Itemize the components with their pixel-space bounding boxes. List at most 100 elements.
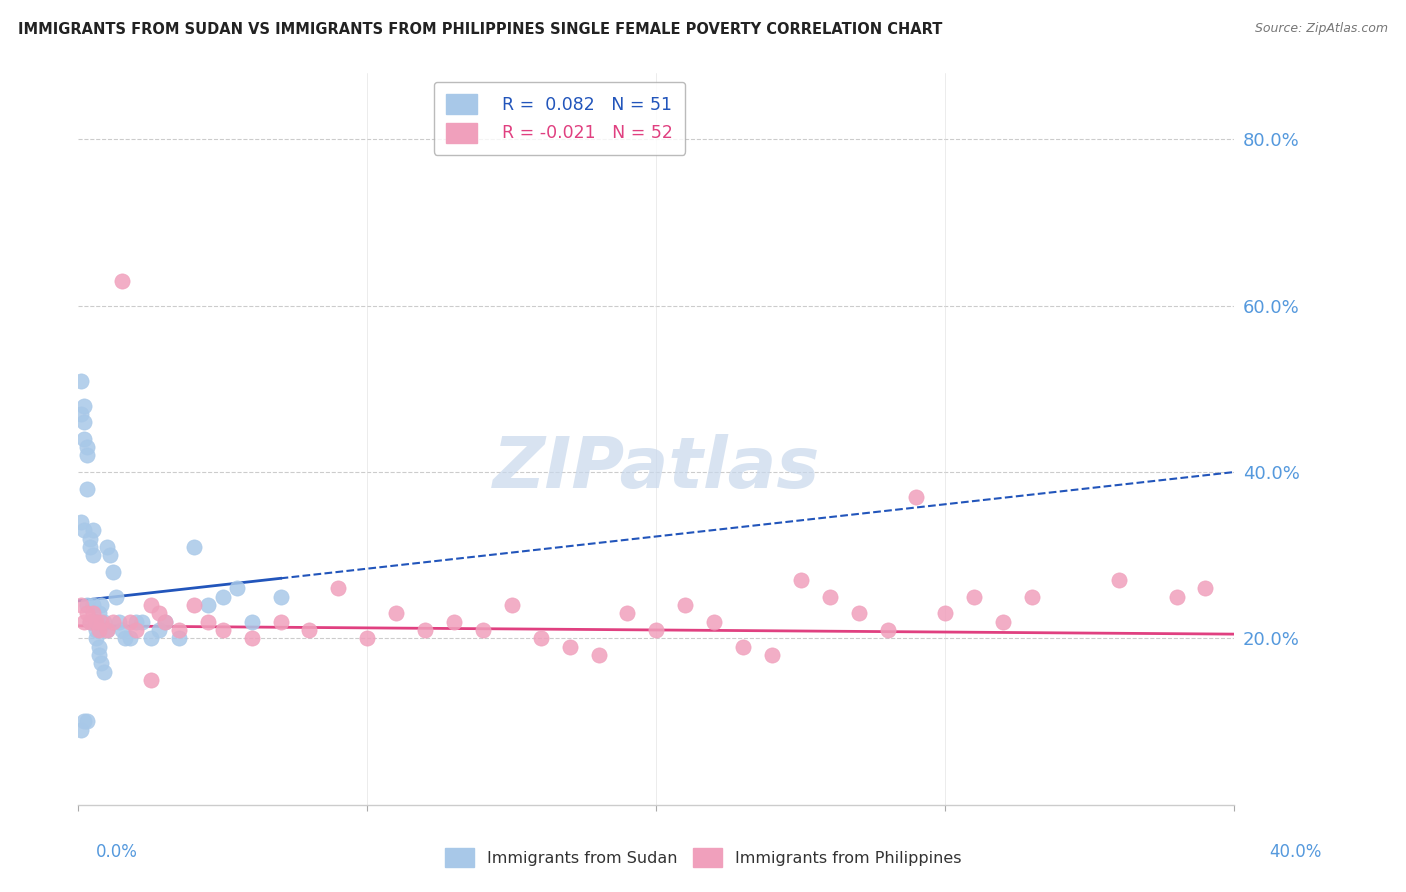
Point [169,632,191,646]
Point [73,432,96,446]
Point [114,632,136,646]
Point [93,615,115,629]
Point [79,540,101,554]
Point [139,632,162,646]
Point [616,607,638,621]
Point [79,615,101,629]
Point [934,607,956,621]
Point [790,573,813,587]
Point [84,615,107,629]
Point [183,598,205,612]
Point [96,623,118,637]
Text: ZIPatlas: ZIPatlas [492,434,820,502]
Point [79,532,101,546]
Point [169,623,191,637]
Point [84,632,107,646]
Point [731,640,754,654]
Point [76,440,98,454]
Point [76,449,98,463]
Text: 40.0%: 40.0% [1270,843,1322,861]
Point [963,590,986,604]
Point [120,615,142,629]
Point [82,523,104,537]
Point [104,590,127,604]
Point [443,615,465,629]
Text: IMMIGRANTS FROM SUDAN VS IMMIGRANTS FROM PHILIPPINES SINGLE FEMALE POVERTY CORRE: IMMIGRANTS FROM SUDAN VS IMMIGRANTS FROM… [18,22,942,37]
Point [197,598,219,612]
Point [79,615,101,629]
Point [70,723,93,737]
Point [82,607,104,621]
Point [70,374,93,388]
Point [530,632,553,646]
Point [1108,573,1130,587]
Point [90,615,112,629]
Point [848,607,870,621]
Point [101,615,124,629]
Point [270,615,292,629]
Point [328,582,350,596]
Point [991,615,1014,629]
Point [183,540,205,554]
Point [240,632,263,646]
Point [76,482,98,496]
Point [148,607,170,621]
Point [93,665,115,679]
Point [96,540,118,554]
Point [356,632,378,646]
Point [270,590,292,604]
Point [1021,590,1043,604]
Point [501,598,523,612]
Point [87,648,110,662]
Point [90,598,112,612]
Point [84,623,107,637]
Point [70,598,93,612]
Point [673,598,696,612]
Point [73,415,96,429]
Point [761,648,783,662]
Point [471,623,494,637]
Y-axis label: Single Female Poverty: Single Female Poverty [0,358,7,520]
Point [96,623,118,637]
Point [413,623,436,637]
Point [153,615,176,629]
Point [125,615,148,629]
Point [298,623,321,637]
Text: Source: ZipAtlas.com: Source: ZipAtlas.com [1254,22,1388,36]
Point [211,590,233,604]
Point [76,607,98,621]
Point [139,598,162,612]
Text: 0.0%: 0.0% [96,843,138,861]
Point [1166,590,1188,604]
Point [120,632,142,646]
Point [73,615,96,629]
Point [148,623,170,637]
Point [87,640,110,654]
Point [76,714,98,729]
Point [82,598,104,612]
Point [905,490,928,504]
Point [84,615,107,629]
Legend: Immigrants from Sudan, Immigrants from Philippines: Immigrants from Sudan, Immigrants from P… [439,842,967,873]
Point [703,615,725,629]
Point [645,623,668,637]
Point [240,615,263,629]
Point [385,607,408,621]
Point [588,648,610,662]
Point [226,582,249,596]
Point [1194,582,1216,596]
Point [76,598,98,612]
Point [139,673,162,687]
Point [111,274,134,288]
Point [73,523,96,537]
Point [73,399,96,413]
Legend:   R =  0.082   N = 51,   R = -0.021   N = 52: R = 0.082 N = 51, R = -0.021 N = 52 [434,82,685,154]
Point [131,615,153,629]
Point [558,640,581,654]
Point [90,657,112,671]
Point [98,548,121,562]
Point [82,548,104,562]
Point [73,714,96,729]
Point [876,623,898,637]
Point [107,615,129,629]
